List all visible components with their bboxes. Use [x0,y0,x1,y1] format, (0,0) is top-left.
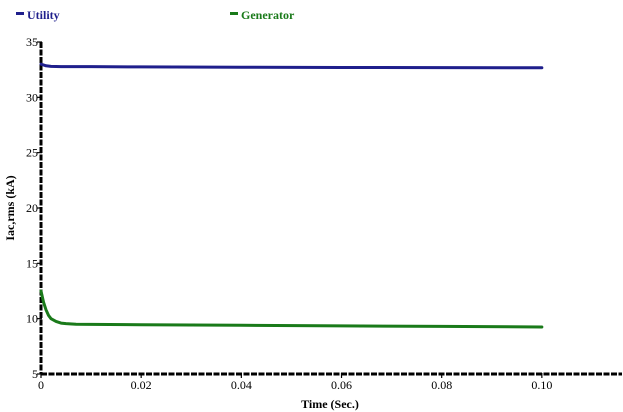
series-line-generator [39,289,544,329]
x-axis-title: Time (Sec.) [301,397,359,411]
axes: 5 10 15 20 25 30 35 0 0.02 0.04 0.06 0.08 0.10 [26,35,622,392]
y-tick-label: 20 [26,201,38,215]
x-tick-label: 0.06 [331,378,352,392]
x-tick-label: 0.04 [231,378,252,392]
x-tick-label: 0.10 [531,378,552,392]
y-tick-label: 10 [26,312,38,326]
series-line-utility [39,62,544,70]
x-tick-label: 0 [38,378,44,392]
x-tick-label: 0.08 [431,378,452,392]
legend-swatch-utility [16,12,24,15]
series-layer [39,62,544,329]
x-tick-label: 0.02 [131,378,152,392]
legend-item-generator: Generator [230,8,295,22]
y-tick-label: 35 [26,35,38,49]
legend-label-generator: Generator [241,8,295,22]
y-tick-label: 15 [26,256,38,270]
y-tick-label: 30 [26,90,38,104]
y-tick-label: 25 [26,146,38,160]
legend-label-utility: Utility [27,8,60,22]
y-tick-label: 5 [32,367,38,381]
legend-swatch-generator [230,12,238,15]
y-axis-title: Iac,rms (kA) [3,175,17,240]
legend-item-utility: Utility [16,8,60,22]
legend: Utility Generator [16,8,295,22]
